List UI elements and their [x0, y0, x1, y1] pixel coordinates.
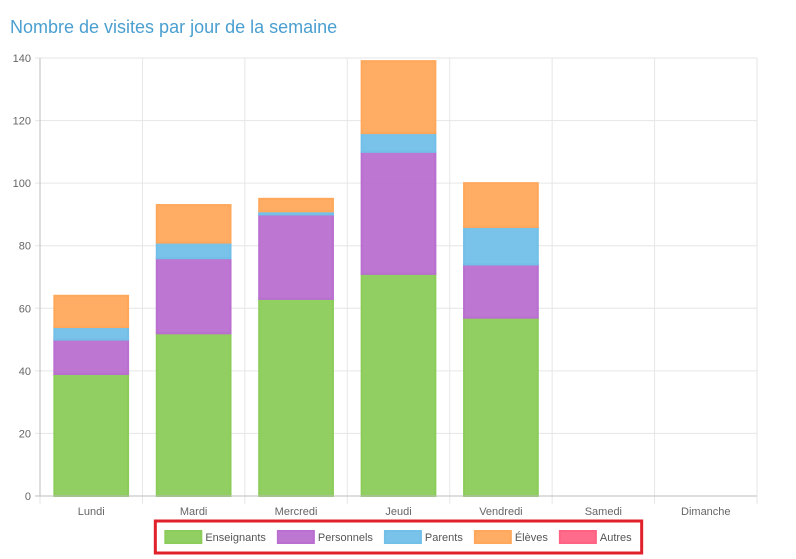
legend-label: Parents	[425, 532, 463, 544]
legend-swatch	[558, 530, 597, 544]
bar-segment	[53, 338, 130, 375]
x-axis-ticks: Lundi Mardi Mercredi Jeudi Vendredi Samedi Dim…	[78, 506, 731, 518]
bars	[53, 60, 539, 498]
y-tick-label: 20	[19, 428, 31, 440]
y-tick-label: 140	[13, 53, 31, 65]
bar-segment	[360, 150, 437, 275]
legend-item[interactable]: Enseignants	[164, 530, 266, 544]
bar-segment	[258, 197, 334, 213]
y-tick-label: 0	[25, 491, 31, 503]
y-axis-ticks: 0 20 40 60 80 100 120 140	[13, 53, 31, 503]
bar-segment	[463, 225, 539, 266]
bar-segment	[53, 372, 130, 497]
legend-swatch	[473, 530, 512, 544]
y-tick-label: 60	[19, 303, 31, 315]
legend[interactable]: Enseignants Personnels Parents Élèves Autres	[153, 519, 644, 555]
bar-segment	[258, 297, 334, 497]
bar-segment	[360, 132, 437, 153]
y-tick-label: 120	[13, 116, 31, 128]
bar-segment	[155, 257, 232, 335]
legend-swatch	[276, 530, 315, 544]
bar-segment	[53, 326, 130, 341]
bar-segment	[53, 294, 130, 329]
bar-segment	[463, 316, 539, 497]
bar-segment	[155, 204, 232, 244]
bar-segment	[463, 182, 539, 228]
x-tick-label: Mardi	[180, 506, 208, 518]
chart-title: Nombre de visites par jour de la semaine	[10, 17, 338, 37]
legend-item[interactable]: Autres	[558, 530, 632, 544]
bar-segment	[155, 332, 232, 498]
x-tick-label: Samedi	[585, 506, 622, 518]
legend-item[interactable]: Personnels	[276, 530, 374, 544]
x-tick-label: Vendredi	[479, 506, 522, 518]
legend-item[interactable]: Élèves	[473, 530, 549, 544]
bar-segment	[360, 60, 437, 135]
bar-segment	[258, 213, 334, 300]
bar-segment	[360, 272, 437, 497]
axes	[35, 58, 757, 497]
x-tick-label: Jeudi	[385, 506, 411, 518]
legend-label: Enseignants	[205, 532, 266, 544]
x-tick-label: Mercredi	[275, 506, 318, 518]
y-tick-label: 100	[13, 178, 31, 190]
bar-segment	[463, 263, 539, 319]
x-tick-label: Dimanche	[681, 506, 731, 518]
x-tick-label: Lundi	[78, 506, 105, 518]
legend-swatch	[383, 530, 422, 544]
legend-highlight-border	[153, 519, 644, 555]
y-tick-label: 40	[19, 366, 31, 378]
legend-label: Autres	[600, 532, 632, 544]
bar-segment	[155, 241, 232, 260]
legend-label: Personnels	[318, 532, 374, 544]
legend-item[interactable]: Parents	[383, 530, 463, 544]
legend-label: Élèves	[515, 531, 549, 544]
legend-swatch	[164, 530, 203, 544]
y-tick-label: 80	[19, 241, 31, 253]
